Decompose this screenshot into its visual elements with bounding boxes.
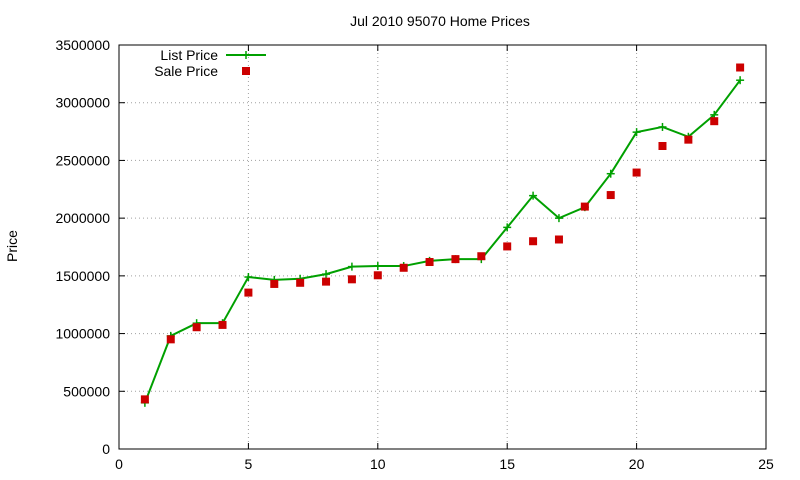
legend-label: List Price [160, 47, 218, 63]
x-tick-label: 10 [370, 456, 386, 472]
list-price-point [632, 128, 641, 137]
list-price-point [554, 214, 563, 223]
sale-price-point [399, 263, 408, 272]
series-list-price [140, 76, 745, 407]
sale-price-point [606, 191, 615, 200]
y-tick-label: 2000000 [55, 210, 110, 226]
sale-price-point [296, 278, 305, 287]
sale-price-point [684, 135, 693, 144]
sale-price-point [373, 271, 382, 280]
list-price-point [529, 191, 538, 200]
grid [119, 45, 766, 449]
list-price-point [606, 169, 615, 178]
list-price-point [503, 223, 512, 232]
y-tick-label: 3000000 [55, 95, 110, 111]
y-tick-label: 1000000 [55, 326, 110, 342]
y-tick-label: 1500000 [55, 268, 110, 284]
sale-price-point [451, 255, 460, 264]
sale-price-point [166, 335, 175, 344]
sale-price-point [710, 117, 719, 126]
sale-price-point [477, 252, 486, 261]
series [140, 63, 745, 407]
y-axis-label: Price [4, 230, 20, 262]
legend-label: Sale Price [154, 63, 218, 79]
list-price-line [143, 79, 741, 404]
y-tick-label: 3500000 [55, 37, 110, 53]
sale-price-point [503, 242, 512, 251]
sale-price-point [270, 279, 279, 288]
series-sale-price [140, 63, 745, 404]
list-price-point [736, 76, 745, 85]
sale-price-point [529, 237, 538, 246]
sale-price-point [658, 142, 667, 150]
sale-price-point [580, 202, 589, 211]
legend-square-swatch [242, 67, 250, 75]
sale-price-point [322, 277, 331, 286]
plot-frame [118, 44, 767, 450]
chart-title: Jul 2010 95070 Home Prices [350, 13, 530, 29]
y-tick-label: 0 [102, 441, 110, 457]
axis-ticks [118, 44, 767, 450]
sale-price-point [244, 288, 253, 297]
y-tick-label: 2500000 [55, 152, 110, 168]
sale-price-point [347, 275, 356, 284]
sale-price-point [425, 258, 434, 267]
list-price-point [373, 262, 382, 271]
x-tick-label: 25 [758, 456, 774, 472]
list-price-point [322, 270, 331, 279]
x-tick-label: 20 [629, 456, 645, 472]
sale-price-point [140, 395, 149, 404]
x-tick-label: 0 [115, 456, 123, 472]
sale-price-point [632, 168, 641, 177]
sale-price-point [554, 235, 563, 244]
x-tick-label: 15 [499, 456, 515, 472]
list-price-point [244, 273, 253, 282]
tick-labels: 0 5 10 15 20 25 0 500000 1000000 1500000 2000000 25… [55, 37, 774, 472]
sale-price-point [218, 320, 227, 329]
x-tick-label: 5 [245, 456, 253, 472]
sale-price-point [736, 63, 745, 72]
sale-price-point [192, 323, 201, 332]
y-tick-label: 500000 [63, 383, 110, 399]
list-price-point [658, 122, 667, 131]
list-price-point [347, 262, 356, 271]
